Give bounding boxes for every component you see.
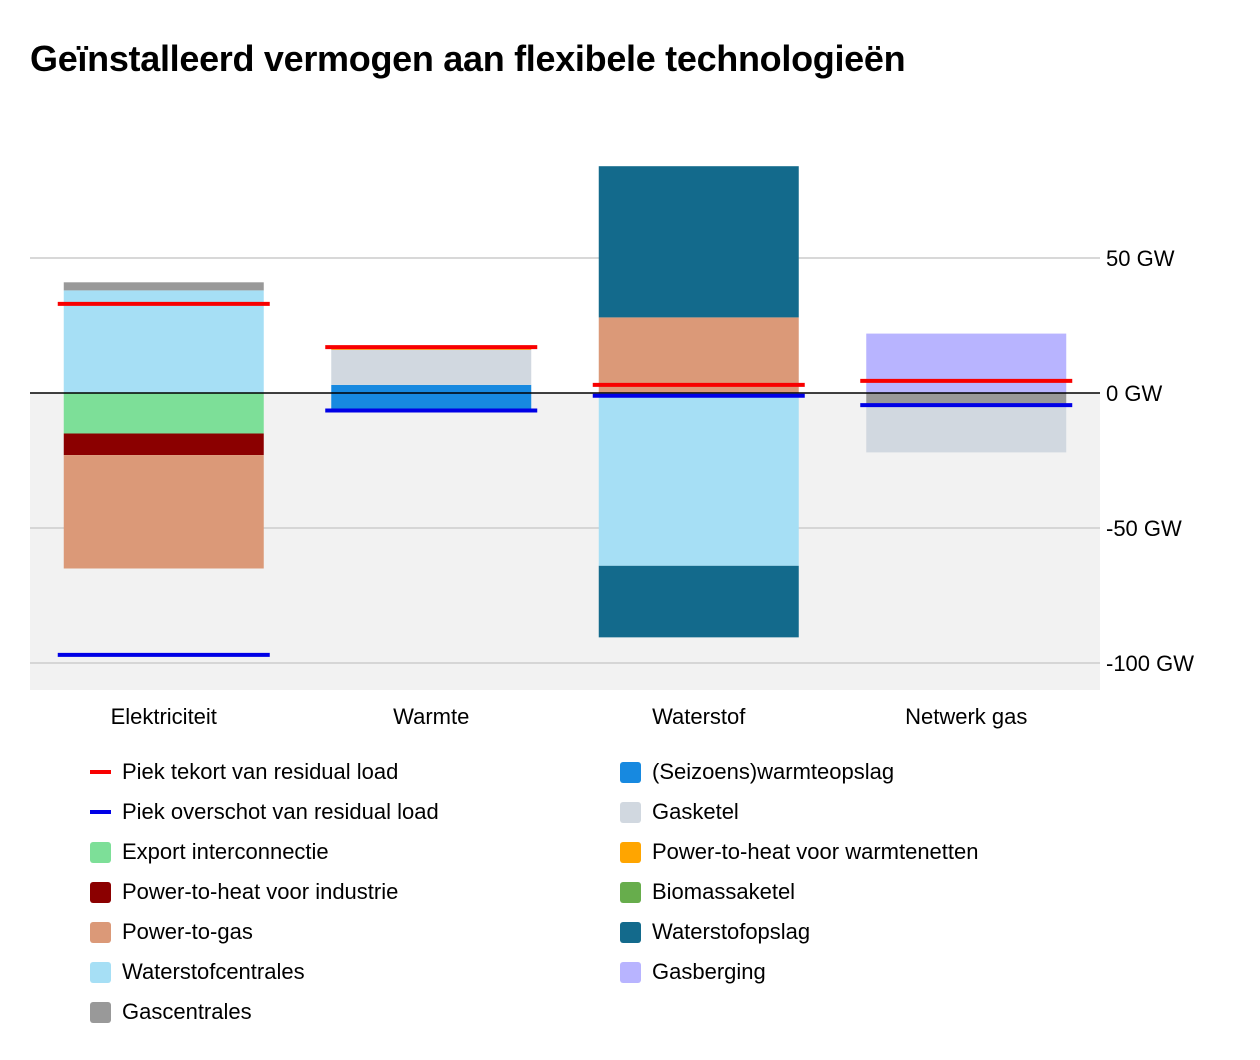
chart-plot: 50 GW 0 GW -50 GW -100 GW Elektriciteit Warmt… bbox=[30, 166, 1194, 729]
legend-label: Power-to-gas bbox=[122, 919, 253, 944]
x-category-label: Warmte bbox=[393, 704, 469, 729]
x-category-label: Netwerk gas bbox=[905, 704, 1027, 729]
bar-segment bbox=[598, 565, 799, 638]
x-category-label: Elektriciteit bbox=[111, 704, 217, 729]
bar-segment bbox=[598, 317, 799, 393]
legend-item[interactable]: Export interconnectie bbox=[90, 832, 329, 872]
legend-swatch bbox=[90, 881, 111, 903]
legend-swatch bbox=[620, 961, 641, 983]
legend-item[interactable]: Waterstofcentrales bbox=[90, 952, 305, 992]
bar-segment bbox=[866, 333, 1067, 393]
legend-label: Waterstofopslag bbox=[652, 919, 811, 944]
legend-swatch bbox=[90, 770, 111, 774]
y-tick-label: -50 GW bbox=[1106, 516, 1182, 541]
legend-swatch bbox=[90, 921, 111, 943]
bar-segment bbox=[63, 290, 264, 393]
legend-item[interactable]: Waterstofopslag bbox=[620, 912, 810, 952]
bar-segment bbox=[598, 393, 799, 566]
y-tick-label: 50 GW bbox=[1106, 246, 1175, 271]
legend-label: Gascentrales bbox=[122, 999, 252, 1024]
legend-label: (Seizoens)warmteopslag bbox=[652, 759, 895, 784]
legend-label: Biomassaketel bbox=[652, 879, 796, 904]
legend-label: Power-to-heat voor warmtenetten bbox=[652, 839, 979, 864]
legend-label: Waterstofcentrales bbox=[122, 959, 305, 984]
legend-label: Export interconnectie bbox=[122, 839, 329, 864]
legend-item[interactable]: (Seizoens)warmteopslag bbox=[620, 752, 894, 792]
legend-swatch bbox=[620, 841, 641, 863]
legend-item[interactable]: Gasberging bbox=[620, 952, 766, 992]
x-category-label: Waterstof bbox=[652, 704, 746, 729]
legend-label: Piek overschot van residual load bbox=[122, 799, 439, 824]
legend-swatch bbox=[620, 761, 641, 783]
bar-segment bbox=[63, 393, 264, 434]
y-tick-label: -100 GW bbox=[1106, 651, 1194, 676]
legend-item[interactable]: Gasketel bbox=[620, 792, 739, 832]
bar-segment bbox=[63, 455, 264, 569]
legend-label: Power-to-heat voor industrie bbox=[122, 879, 399, 904]
bar-segment bbox=[331, 349, 532, 385]
legend-label: Gasketel bbox=[652, 799, 739, 824]
bar-segment bbox=[63, 282, 264, 291]
legend-swatch bbox=[620, 881, 641, 903]
legend-item[interactable]: Piek tekort van residual load bbox=[90, 752, 398, 792]
legend-item[interactable]: Gascentrales bbox=[90, 992, 252, 1032]
bar-segment bbox=[598, 166, 799, 318]
legend-item[interactable]: Biomassaketel bbox=[620, 872, 795, 912]
legend-swatch bbox=[90, 841, 111, 863]
legend-swatch bbox=[90, 810, 111, 814]
legend-item[interactable]: Power-to-gas bbox=[90, 912, 253, 952]
bar-segment bbox=[866, 393, 1067, 407]
chart-title: Geïnstalleerd vermogen aan flexibele tec… bbox=[30, 38, 906, 79]
bar-segment bbox=[331, 384, 532, 393]
legend-item[interactable]: Piek overschot van residual load bbox=[90, 792, 439, 832]
legend-item[interactable]: Power-to-heat voor industrie bbox=[90, 872, 398, 912]
bar-segment bbox=[331, 393, 532, 410]
y-tick-label: 0 GW bbox=[1106, 381, 1162, 406]
legend-swatch bbox=[620, 921, 641, 943]
legend-item[interactable]: Power-to-heat voor warmtenetten bbox=[620, 832, 979, 872]
bar-segment bbox=[63, 433, 264, 456]
bar-segment bbox=[866, 406, 1067, 453]
legend-label: Gasberging bbox=[652, 959, 766, 984]
legend-swatch bbox=[90, 1001, 111, 1023]
legend-swatch bbox=[90, 961, 111, 983]
legend-swatch bbox=[620, 801, 641, 823]
legend-label: Piek tekort van residual load bbox=[122, 759, 399, 784]
